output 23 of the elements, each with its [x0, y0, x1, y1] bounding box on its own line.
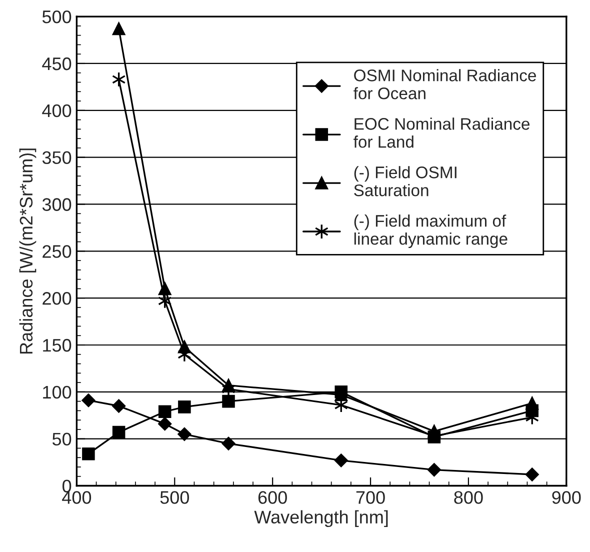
- legend-label: (-) Field maximum of linear dynamic range: [354, 214, 508, 248]
- y-tick-label: 450: [42, 57, 72, 70]
- legend-label: OSMI Nominal Radiance for Ocean: [354, 69, 536, 100]
- y-tick-label: 150: [43, 338, 72, 352]
- y-tick-label: 350: [42, 151, 72, 164]
- y-tick-label: 250: [42, 245, 72, 258]
- y-tick-label: 50: [52, 432, 72, 446]
- y-tick-label: 400: [42, 104, 72, 118]
- y-tick-label: 200: [42, 292, 72, 305]
- x-tick-label: 900: [552, 491, 581, 504]
- y-tick-label: 100: [43, 386, 72, 399]
- legend-label: (-) Field OSMI Saturation: [354, 166, 456, 196]
- x-tick-label: 800: [454, 491, 483, 504]
- x-tick-label: 500: [160, 491, 189, 504]
- y-tick-label: 0: [62, 480, 72, 492]
- y-tick-label: 300: [42, 198, 72, 211]
- x-tick-label: 600: [258, 491, 287, 504]
- y-axis-title: Radiance [W/(m2*Sr*um)]: [19, 148, 36, 354]
- y-tick-label: 500: [42, 10, 72, 24]
- x-axis-title: Wavelength [nm]: [254, 510, 388, 528]
- x-tick-label: 700: [356, 491, 385, 504]
- x-tick-label: 400: [62, 491, 92, 504]
- legend-label: EOC Nominal Radiance for Land: [354, 118, 530, 148]
